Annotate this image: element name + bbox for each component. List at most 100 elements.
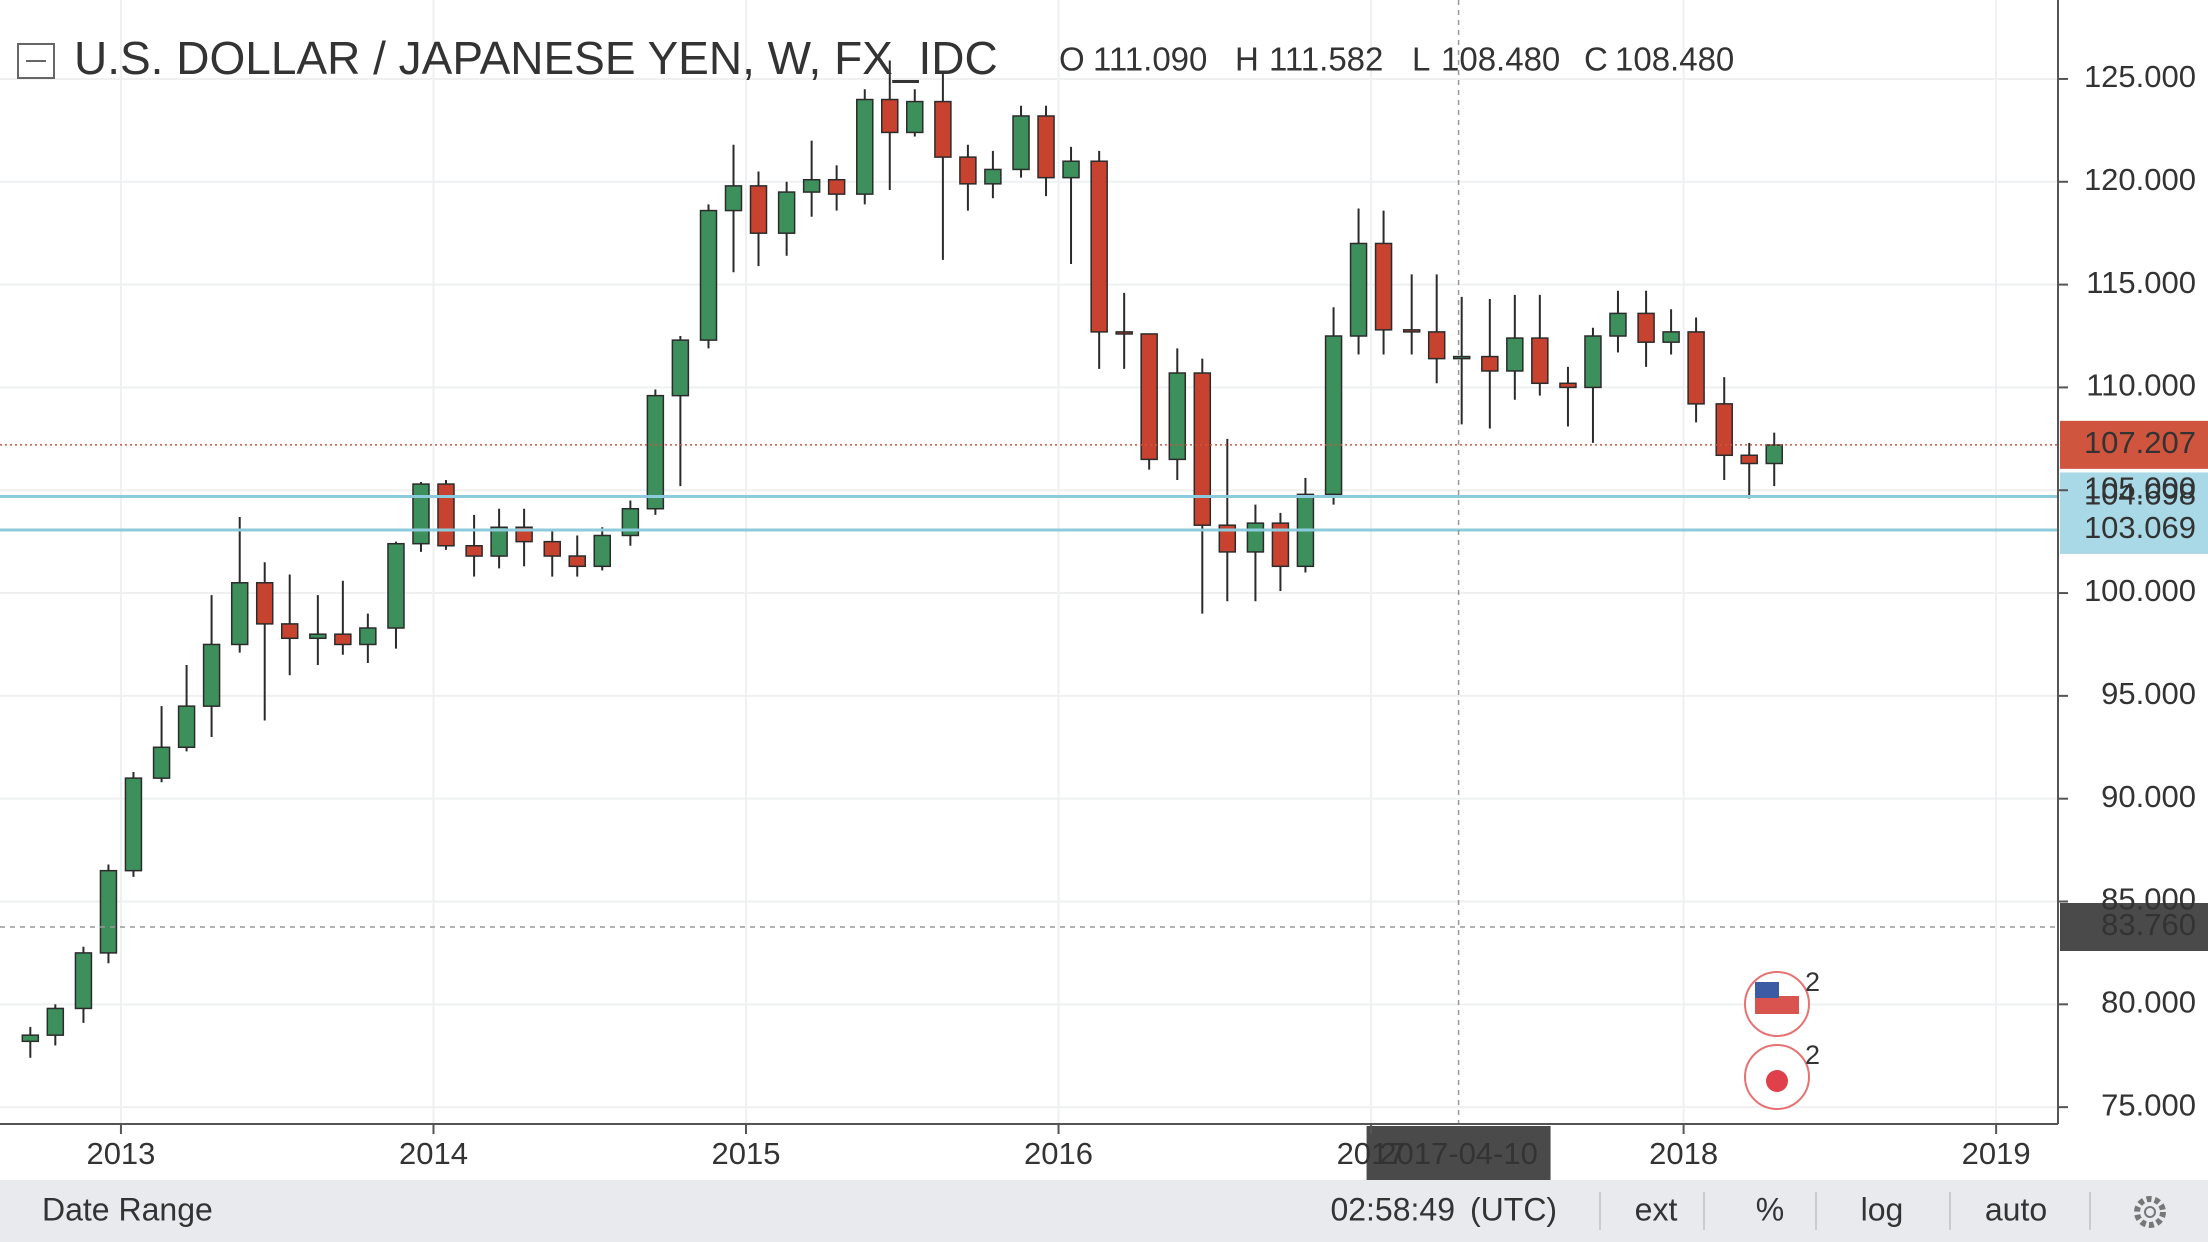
candle-body bbox=[1324, 335, 1343, 496]
ohlc-value: 108.480 bbox=[1441, 41, 1560, 78]
y-tick-label: 85.000 bbox=[2101, 882, 2196, 917]
y-tick-label: 110.000 bbox=[2086, 368, 2196, 403]
candle-body bbox=[802, 178, 821, 193]
x-tick-label: 2014 bbox=[399, 1136, 468, 1171]
candle-body bbox=[1140, 333, 1158, 461]
clock: 02:58:49 bbox=[1330, 1191, 1455, 1227]
candle-body bbox=[334, 633, 352, 646]
candle-body bbox=[1115, 331, 1133, 335]
candle-body bbox=[671, 339, 690, 397]
candle-body bbox=[490, 526, 508, 557]
candle-body bbox=[280, 623, 299, 640]
candle-body bbox=[1349, 242, 1368, 337]
toolbar-button[interactable]: auto bbox=[1985, 1191, 2047, 1227]
candle-body bbox=[749, 185, 768, 234]
candle-body bbox=[646, 394, 665, 510]
candle-body bbox=[1452, 355, 1471, 360]
candle-body bbox=[1506, 337, 1524, 372]
candle-body bbox=[827, 178, 846, 195]
last-price-label: 107.207 bbox=[2084, 425, 2196, 460]
candle-body bbox=[1637, 312, 1655, 343]
collapse-icon[interactable] bbox=[17, 43, 55, 79]
candle-body bbox=[568, 555, 586, 568]
candle-body bbox=[46, 1007, 65, 1036]
y-tick-label: 115.000 bbox=[2086, 265, 2196, 300]
candle-body bbox=[1609, 312, 1627, 337]
candle-body bbox=[1012, 115, 1030, 171]
crosshair-y-box bbox=[2060, 903, 2208, 952]
candle-body bbox=[1090, 160, 1108, 333]
event-count: 2 bbox=[1805, 1040, 1820, 1070]
toolbar-button[interactable]: log bbox=[1861, 1191, 1904, 1227]
toolbar-button[interactable]: % bbox=[1756, 1191, 1784, 1227]
candle-body bbox=[1740, 454, 1758, 465]
y-tick-label: 125.000 bbox=[2084, 59, 2196, 94]
candle-body bbox=[1584, 335, 1602, 389]
candle-body bbox=[230, 582, 249, 646]
ohlc-key: L bbox=[1412, 41, 1430, 78]
candle-body bbox=[1246, 522, 1265, 553]
grid bbox=[0, 0, 2058, 1124]
candle-body bbox=[359, 627, 377, 646]
candle-body bbox=[1765, 444, 1783, 465]
candle-body bbox=[1218, 524, 1237, 553]
candle-body bbox=[1531, 337, 1549, 385]
y-tick-label: 80.000 bbox=[2101, 985, 2196, 1020]
candle-body bbox=[387, 542, 405, 629]
candle-body bbox=[177, 705, 196, 749]
candle-body bbox=[1271, 522, 1290, 568]
candle-body bbox=[1427, 331, 1446, 360]
y-tick-label: 105.000 bbox=[2084, 470, 2196, 505]
candle-body bbox=[621, 507, 640, 537]
candle-body bbox=[1193, 372, 1212, 526]
candle-body bbox=[543, 540, 561, 557]
event-count: 2 bbox=[1805, 967, 1820, 997]
ohlc-legend: O 111.090 H 111.582 L 108.480 C 108.480 bbox=[1059, 41, 1734, 78]
candle-body bbox=[309, 633, 327, 640]
candle-body bbox=[1559, 382, 1577, 389]
flag-canton bbox=[1755, 982, 1779, 998]
candle-body bbox=[934, 100, 952, 158]
x-tick-label: 2017 bbox=[1337, 1136, 1406, 1171]
candle-body bbox=[202, 643, 221, 707]
ohlc-key: O bbox=[1059, 41, 1085, 78]
candle-body bbox=[984, 168, 1002, 185]
candle-body bbox=[1715, 403, 1733, 457]
candle-body bbox=[1402, 329, 1421, 333]
date-range-button[interactable]: Date Range bbox=[42, 1191, 213, 1227]
candle-body bbox=[412, 483, 430, 545]
candle-body bbox=[881, 98, 899, 134]
candle-body bbox=[1374, 242, 1393, 331]
candle-body bbox=[1037, 115, 1055, 179]
crosshair-y-label: 83.760 bbox=[2101, 907, 2196, 942]
settings-icon[interactable] bbox=[2134, 1196, 2166, 1228]
candle-body bbox=[856, 98, 874, 195]
crosshair-x-label: 2017-04-10 bbox=[1379, 1136, 1538, 1171]
candle-body bbox=[152, 746, 171, 779]
ohlc-key: C bbox=[1584, 41, 1608, 78]
candle-body bbox=[1662, 331, 1680, 343]
timezone: (UTC) bbox=[1470, 1191, 1557, 1227]
x-tick-label: 2013 bbox=[86, 1136, 155, 1171]
candle-body bbox=[724, 185, 743, 212]
toolbar-button[interactable]: ext bbox=[1635, 1191, 1678, 1227]
candle-body bbox=[959, 156, 977, 185]
ohlc-key: H bbox=[1235, 41, 1259, 78]
candles bbox=[21, 60, 1783, 1058]
candle-body bbox=[437, 483, 455, 547]
candle-body bbox=[1168, 372, 1187, 461]
flag-stripes bbox=[1755, 996, 1799, 1014]
y-tick-label: 120.000 bbox=[2084, 162, 2196, 197]
candle-body bbox=[74, 952, 93, 1010]
toolbar bbox=[0, 1180, 2208, 1242]
price-label-box bbox=[2060, 505, 2208, 554]
candle-body bbox=[906, 100, 924, 134]
y-tick-label: 75.000 bbox=[2101, 1087, 2196, 1122]
price-label: 103.069 bbox=[2084, 510, 2196, 545]
ohlc-value: 111.090 bbox=[1093, 41, 1207, 78]
x-tick-label: 2016 bbox=[1024, 1136, 1093, 1171]
x-tick-label: 2019 bbox=[1962, 1136, 2031, 1171]
chart-title: U.S. DOLLAR / JAPANESE YEN, W, FX_IDC bbox=[74, 32, 998, 84]
y-tick-label: 95.000 bbox=[2101, 676, 2196, 711]
